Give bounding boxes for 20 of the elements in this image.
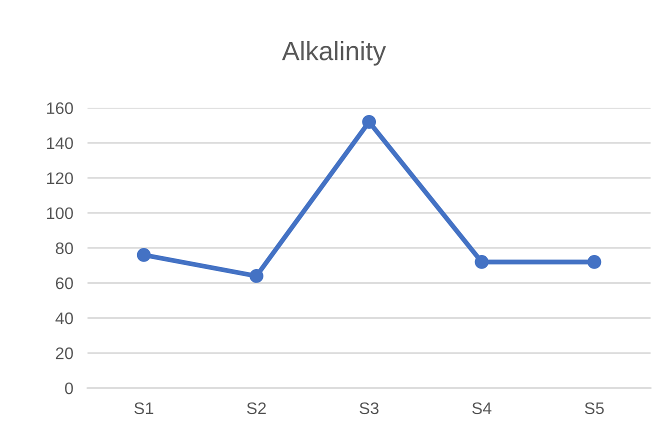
x-tick-label: S1 (134, 402, 154, 414)
point (362, 114, 376, 129)
point (474, 255, 489, 269)
y-tick-label: 80 (56, 242, 73, 254)
point (587, 255, 602, 269)
y-tick-label: 160 (47, 102, 73, 114)
y-tick-label: 60 (56, 277, 73, 290)
point (136, 248, 151, 262)
y-tick-label: 0 (65, 382, 73, 394)
x-tick-label: S4 (472, 402, 492, 414)
y-tick-label: 40 (55, 312, 73, 324)
point (250, 269, 264, 283)
x-tick-label: S2 (247, 402, 266, 414)
y-tick-label: 100 (47, 207, 73, 220)
x-tick-label: S3 (360, 402, 379, 414)
y-tick-label: 20 (56, 347, 73, 360)
chart-title: Alkalinity (282, 40, 386, 66)
x-tick-label: S5 (584, 402, 604, 414)
y-tick-label: 140 (47, 137, 73, 150)
y-tick-label: 120 (47, 172, 73, 184)
